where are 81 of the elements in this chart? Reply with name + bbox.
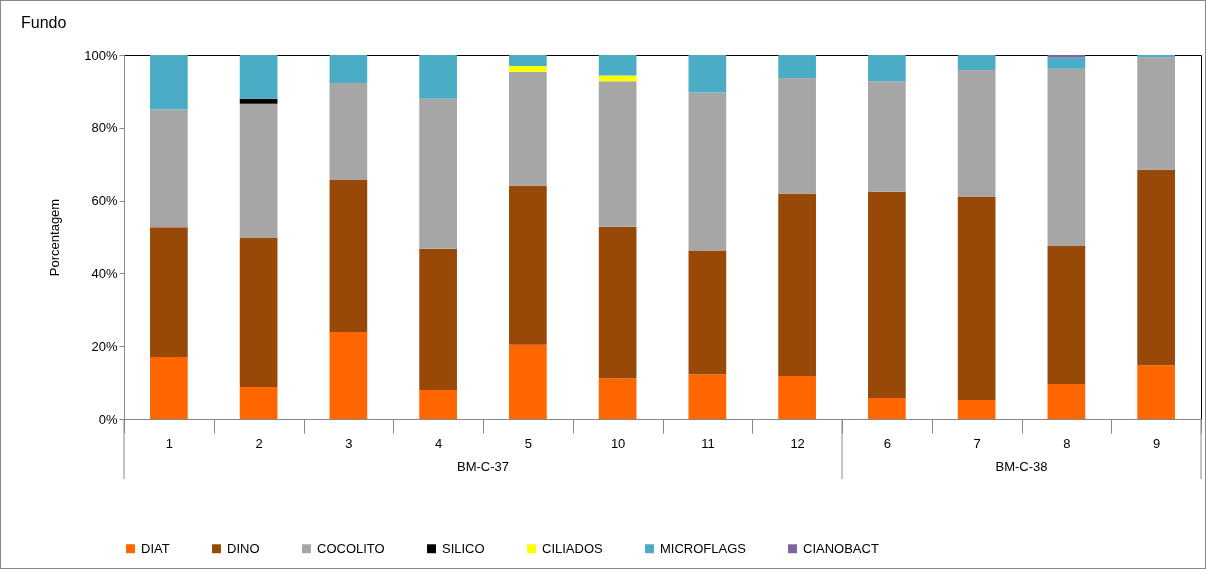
bar	[868, 55, 906, 82]
bar	[1137, 55, 1175, 58]
y-tick-label: 20%	[91, 338, 118, 354]
legend-label: SILICO	[442, 540, 485, 556]
bar	[868, 191, 906, 398]
bar	[329, 179, 368, 332]
bar	[957, 55, 996, 70]
bar	[239, 238, 278, 387]
legend-label: CILIADOS	[542, 540, 604, 556]
x-tick-label: 2	[255, 435, 263, 451]
x-tick-label: 9	[1153, 435, 1161, 451]
bar	[239, 98, 278, 104]
bar	[419, 389, 457, 419]
bar	[778, 376, 816, 419]
bar	[688, 55, 727, 93]
bar	[1137, 169, 1175, 366]
bar	[329, 332, 368, 419]
bar	[1047, 55, 1086, 58]
x-tick-label: 8	[1063, 435, 1071, 451]
bar	[688, 250, 727, 375]
bar	[509, 71, 547, 186]
bar	[1047, 57, 1086, 69]
bar	[1137, 365, 1175, 419]
bar	[778, 55, 816, 78]
bar	[868, 81, 906, 192]
legend-label: DIAT	[141, 540, 170, 556]
bar	[150, 55, 188, 110]
x-tick-label: 3	[345, 435, 353, 451]
text: BM-C-38	[995, 459, 1048, 474]
x-tick-label: 7	[973, 435, 981, 451]
legend-label: CIANOBACT	[803, 540, 879, 556]
y-tick-label: 40%	[91, 265, 118, 281]
bar	[329, 83, 368, 180]
bar	[868, 397, 906, 419]
bar	[598, 378, 637, 419]
bar	[957, 196, 996, 401]
bar	[957, 69, 996, 197]
bar	[598, 55, 637, 76]
bar	[598, 75, 637, 82]
bar	[509, 344, 547, 419]
bar	[1047, 246, 1086, 385]
y-tick-label: 80%	[91, 120, 118, 136]
bar	[150, 227, 188, 358]
x-tick-label: 5	[524, 435, 532, 451]
x-tick-label: 1	[165, 435, 173, 451]
bar	[1047, 384, 1086, 419]
legend-label: DINO	[227, 540, 260, 556]
bar	[598, 81, 637, 227]
x-tick-label: 12	[790, 435, 805, 451]
bar	[957, 400, 996, 419]
bar	[688, 92, 727, 251]
bar	[509, 55, 547, 66]
text: BM-C-37	[456, 459, 510, 474]
y-tick-label: 100%	[84, 47, 118, 63]
bar	[1137, 57, 1175, 170]
bar	[419, 248, 457, 390]
bar	[688, 374, 727, 419]
x-tick-label: 6	[883, 435, 891, 451]
bar	[1047, 68, 1086, 247]
bar	[239, 386, 278, 419]
chart-title: Fundo	[21, 14, 67, 31]
bar	[778, 193, 816, 377]
bar	[419, 55, 457, 99]
x-tick-label: 11	[701, 435, 715, 451]
bar	[239, 55, 278, 99]
y-tick-label: 60%	[91, 193, 118, 209]
bar	[329, 55, 368, 84]
x-tick-label: 10	[610, 435, 626, 451]
legend-label: MICROFLAGS	[660, 540, 747, 556]
bar	[778, 77, 816, 194]
bar	[419, 98, 457, 249]
bar	[509, 185, 547, 345]
legend-label: COCOLITO	[317, 540, 385, 556]
bar	[150, 357, 188, 419]
bar	[239, 103, 278, 239]
bar	[598, 226, 637, 379]
bar	[150, 109, 188, 228]
y-axis-title: Porcentagem	[47, 198, 63, 277]
y-tick-label: 0%	[98, 411, 118, 427]
bar	[509, 65, 547, 72]
x-tick-label: 4	[435, 435, 443, 451]
